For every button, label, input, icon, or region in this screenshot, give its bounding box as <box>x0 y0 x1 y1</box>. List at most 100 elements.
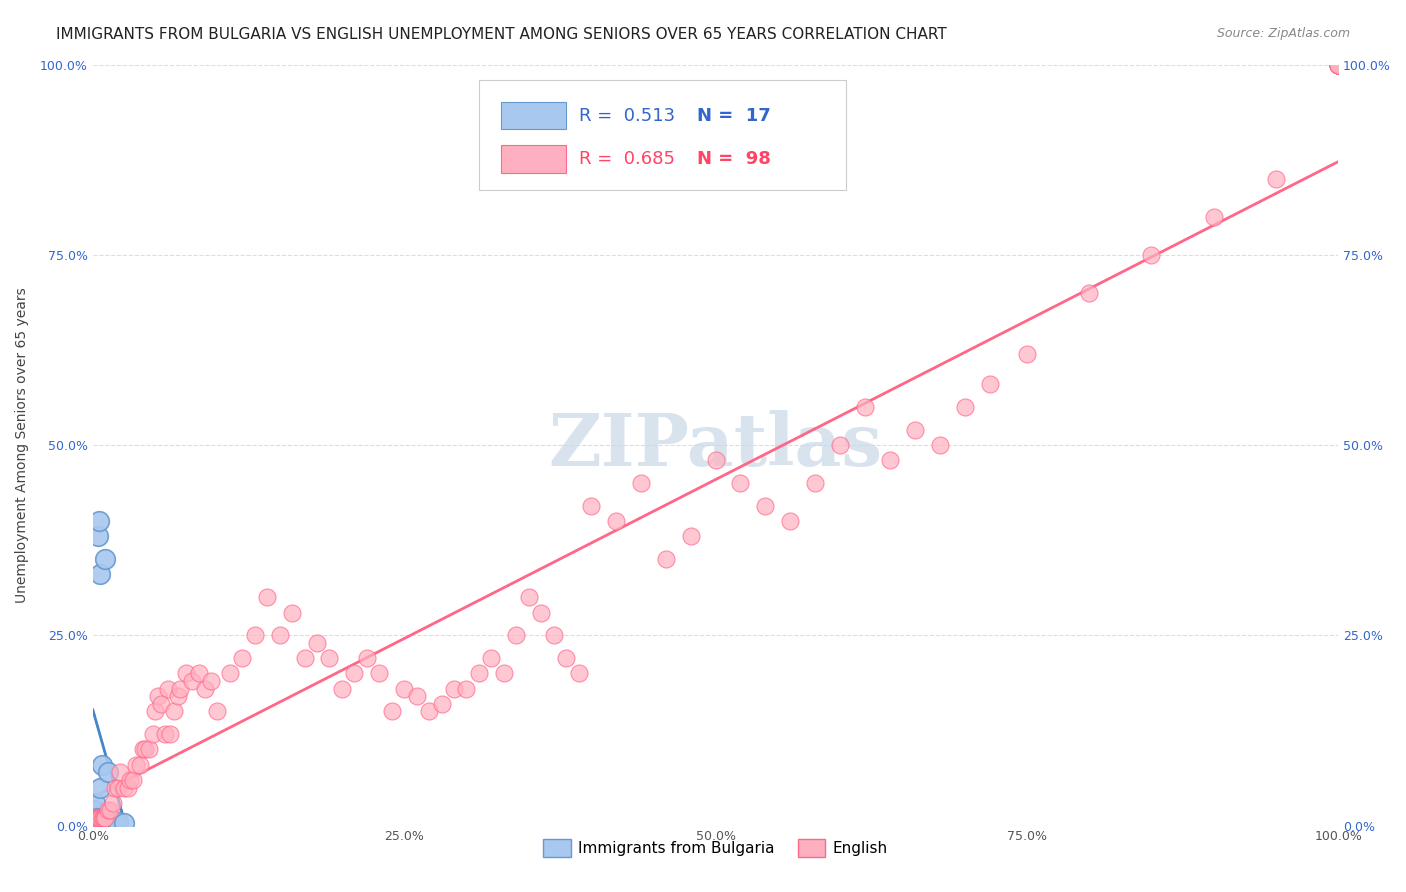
Point <box>87 529 110 543</box>
Point <box>138 742 160 756</box>
Point <box>294 651 316 665</box>
Text: N =  17: N = 17 <box>697 106 770 125</box>
Legend: Immigrants from Bulgaria, English: Immigrants from Bulgaria, English <box>537 833 894 863</box>
Point <box>84 811 107 825</box>
Point <box>368 666 391 681</box>
Point <box>94 811 117 825</box>
Point <box>1015 347 1038 361</box>
Point <box>1327 57 1350 71</box>
Point <box>97 765 120 780</box>
Point <box>392 681 415 696</box>
Point <box>86 811 108 825</box>
Point <box>343 666 366 681</box>
Point <box>605 514 627 528</box>
Point <box>979 377 1001 392</box>
Point <box>93 814 115 829</box>
Point <box>730 476 752 491</box>
FancyBboxPatch shape <box>502 102 567 129</box>
Point <box>530 606 553 620</box>
Point <box>97 803 120 817</box>
Point <box>143 705 166 719</box>
Point <box>107 814 129 829</box>
Point <box>121 772 143 787</box>
Point <box>86 814 108 829</box>
Point <box>405 690 427 704</box>
Point <box>129 757 152 772</box>
Point <box>93 811 115 825</box>
Point <box>91 811 114 825</box>
Point <box>492 666 515 681</box>
Point <box>96 816 118 830</box>
Point <box>418 705 440 719</box>
Point <box>630 476 652 491</box>
Point <box>98 803 121 817</box>
Point <box>150 697 173 711</box>
Text: N =  98: N = 98 <box>697 150 770 168</box>
Point <box>517 591 540 605</box>
Point <box>156 681 179 696</box>
Point <box>1327 57 1350 71</box>
Point <box>87 811 110 825</box>
Point <box>853 400 876 414</box>
Point <box>218 666 240 681</box>
Point <box>110 765 132 780</box>
Point <box>281 606 304 620</box>
Text: ZIPatlas: ZIPatlas <box>548 409 883 481</box>
Point <box>704 453 727 467</box>
Point <box>107 780 129 795</box>
Point <box>94 552 117 566</box>
Point <box>269 628 291 642</box>
Point <box>83 811 105 825</box>
Point <box>89 780 111 795</box>
Text: R =  0.513: R = 0.513 <box>578 106 675 125</box>
Point <box>90 757 112 772</box>
Point <box>1327 57 1350 71</box>
Point <box>104 780 127 795</box>
Point <box>169 681 191 696</box>
Point <box>804 476 827 491</box>
Point <box>181 673 204 688</box>
Point <box>101 796 124 810</box>
Point <box>555 651 578 665</box>
Point <box>243 628 266 642</box>
Point <box>231 651 253 665</box>
Point <box>430 697 453 711</box>
Point <box>830 438 852 452</box>
Point <box>1140 248 1163 262</box>
Point <box>953 400 976 414</box>
Point <box>505 628 527 642</box>
Point <box>468 666 491 681</box>
Point <box>91 814 114 829</box>
Point <box>318 651 340 665</box>
Point <box>456 681 478 696</box>
Point <box>567 666 589 681</box>
Point <box>1327 57 1350 71</box>
Point <box>1078 285 1101 300</box>
Point <box>87 514 110 528</box>
Point <box>200 673 222 688</box>
Point <box>90 811 112 825</box>
Point <box>679 529 702 543</box>
Point <box>89 811 111 825</box>
Point <box>125 757 148 772</box>
Point <box>330 681 353 696</box>
Text: R =  0.685: R = 0.685 <box>578 150 675 168</box>
Point <box>89 567 111 582</box>
Point <box>479 651 502 665</box>
Point <box>86 811 108 825</box>
Point <box>356 651 378 665</box>
Point <box>112 780 135 795</box>
FancyBboxPatch shape <box>502 145 567 173</box>
Point <box>112 816 135 830</box>
Point <box>1202 210 1225 224</box>
Point <box>131 742 153 756</box>
Y-axis label: Unemployment Among Seniors over 65 years: Unemployment Among Seniors over 65 years <box>15 287 30 603</box>
Point <box>187 666 209 681</box>
Point <box>1327 57 1350 71</box>
Point <box>879 453 901 467</box>
Point <box>84 796 107 810</box>
Point <box>174 666 197 681</box>
Point <box>134 742 156 756</box>
Point <box>904 423 927 437</box>
Point <box>120 772 142 787</box>
